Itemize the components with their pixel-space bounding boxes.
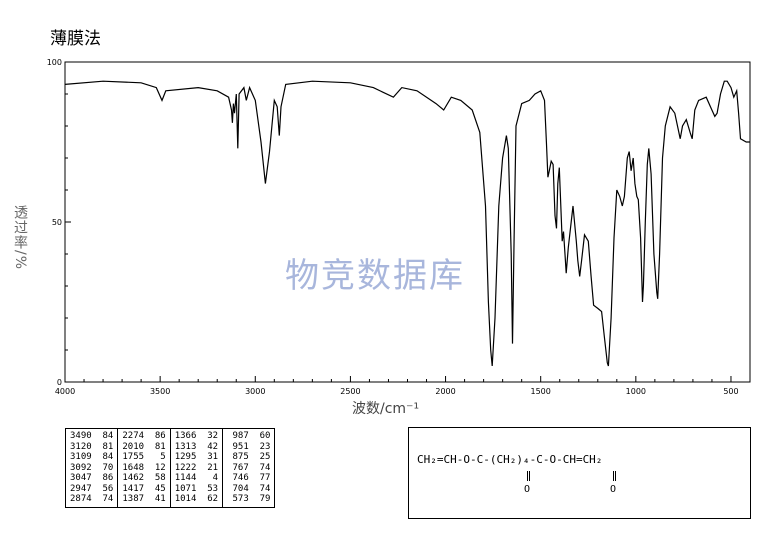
peak-entry: 1755 5: [122, 452, 166, 462]
watermark: 物竞数据库: [285, 256, 465, 296]
x-tick-label: 500: [723, 387, 738, 396]
plot-frame: [64, 61, 751, 383]
peak-entry: 3120 81: [70, 441, 114, 452]
peak-entry: 3092 70: [70, 462, 114, 473]
peak-entry: 746 77: [227, 473, 271, 483]
carbonyl-bond-right: [613, 471, 616, 481]
axis-tick-labels: 4000 3500 3000 2500 2000 1500 1000 500 0 50 100: [47, 58, 739, 396]
x-tick-label: 1500: [531, 387, 551, 396]
peak-entry: 875 25: [227, 452, 271, 462]
page-title: 薄膜法: [50, 29, 101, 49]
carbonyl-oxygen-right: O: [610, 484, 617, 495]
peak-entry: 951 23: [227, 441, 271, 452]
peak-entry: 1387 41: [122, 494, 166, 504]
x-tick-label: 1000: [626, 387, 646, 396]
x-tick-label: 4000: [55, 387, 75, 396]
peak-entry: 1462 58: [122, 473, 166, 483]
peak-entry: 2947 56: [70, 483, 114, 494]
x-tick-label: 3000: [245, 387, 265, 396]
peak-entry: 1222 21: [174, 462, 219, 473]
y-axis-label: 透过率/%: [12, 205, 28, 271]
peak-entry: 2010 81: [122, 441, 166, 452]
structure-formula: CH₂=CH-O-C-(CH₂)₄-C-O-CH=CH₂: [417, 453, 603, 466]
peak-table-column: 2274 86 2010 81 1755 5 1648 12 1462 58 1417 4…: [117, 428, 171, 508]
ir-spectrum-plot: 4000 3500 3000 2500 2000 1500 1000 500 0 50 100: [47, 58, 751, 396]
carbonyl-bond-left: [527, 471, 530, 481]
peak-entry: 1071 53: [174, 483, 219, 494]
peak-entry: 2274 86: [122, 431, 166, 441]
structure-diagram: CH₂=CH-O-C-(CH₂)₄-C-O-CH=CH₂ O O: [408, 427, 751, 519]
peak-entry: 2874 74: [70, 494, 114, 504]
peak-entry: 767 74: [227, 462, 271, 473]
y-tick-label: 50: [52, 218, 62, 227]
peak-entry: 704 74: [227, 483, 271, 494]
peak-table-column: 987 60 951 23 875 25 767 74 746 77 704 7…: [222, 428, 276, 508]
x-axis-label: 波数/cm⁻¹: [352, 401, 420, 417]
peak-entry: 3047 86: [70, 473, 114, 483]
peak-table-column: 1366 32 1313 42 1295 31 1222 21 1144 4 1071 5…: [169, 428, 224, 508]
carbonyl-oxygen-left: O: [524, 484, 531, 495]
x-tick-label: 2500: [340, 387, 360, 396]
spectrum-line: [64, 80, 750, 367]
peak-entry: 1014 62: [174, 494, 219, 504]
peak-entry: 3490 84: [70, 431, 114, 441]
peak-entry: 1144 4: [174, 473, 219, 483]
axis-ticks: [64, 61, 751, 383]
peak-table: 3490 84 3120 81 3109 84 3092 70 3047 86 2947 …: [64, 428, 276, 508]
peak-entry: 573 79: [227, 494, 271, 504]
y-tick-label: 0: [57, 378, 62, 387]
peak-entry: 1648 12: [122, 462, 166, 473]
peak-entry: 1295 31: [174, 452, 219, 462]
peak-entry: 3109 84: [70, 452, 114, 462]
peak-entry: 1366 32: [174, 431, 219, 441]
x-tick-label: 2000: [435, 387, 455, 396]
peak-entry: 1313 42: [174, 441, 219, 452]
peak-entry: 1417 45: [122, 483, 166, 494]
y-tick-label: 100: [47, 58, 62, 67]
x-tick-label: 3500: [150, 387, 170, 396]
peak-table-column: 3490 84 3120 81 3109 84 3092 70 3047 86 2947 …: [64, 428, 119, 508]
peak-entry: 987 60: [227, 431, 271, 441]
